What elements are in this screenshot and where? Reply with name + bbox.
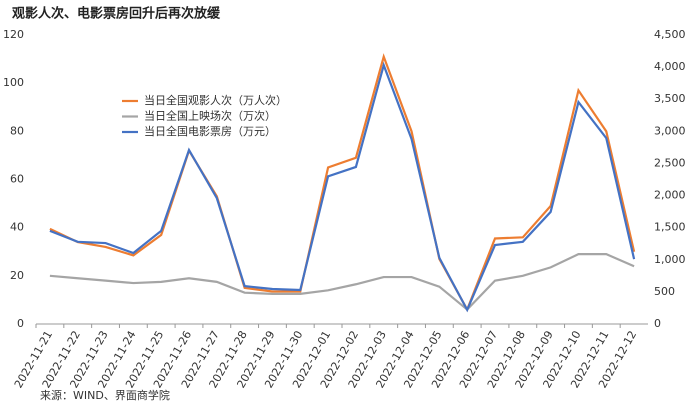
series-line — [49, 61, 636, 313]
y-tick-label: 20 — [10, 269, 24, 282]
y2-tick-label: 2,000 — [654, 189, 686, 202]
y-tick-label: 0 — [17, 317, 24, 330]
series-line — [49, 253, 635, 312]
y2-tick-label: 500 — [654, 285, 675, 298]
y-tick-label: 100 — [3, 76, 24, 89]
chart-title: 观影人次、电影票房回升后再次放缓 — [12, 6, 221, 22]
y2-tick-label: 4,500 — [654, 28, 686, 41]
source-note: 来源：WIND、界面商学院 — [40, 388, 170, 402]
y2-tick-label: 1,500 — [654, 221, 686, 234]
y2-tick-label: 2,500 — [654, 156, 686, 169]
y-tick-label: 40 — [10, 221, 24, 234]
y2-tick-label: 1,000 — [654, 253, 686, 266]
y2-tick-label: 0 — [654, 317, 661, 330]
y2-tick-label: 4,000 — [654, 60, 686, 73]
legend-label: 当日全国电影票房（万元） — [144, 124, 276, 138]
y-tick-label: 60 — [10, 173, 24, 186]
y-tick-label: 80 — [10, 124, 24, 137]
legend-label: 当日全国观影人次（万人次） — [144, 93, 287, 107]
series-line — [49, 53, 636, 313]
legend-label: 当日全国上映场次（万次） — [144, 109, 276, 123]
y-tick-label: 120 — [3, 28, 24, 41]
y2-tick-label: 3,000 — [654, 124, 686, 137]
y2-tick-label: 3,500 — [654, 92, 686, 105]
